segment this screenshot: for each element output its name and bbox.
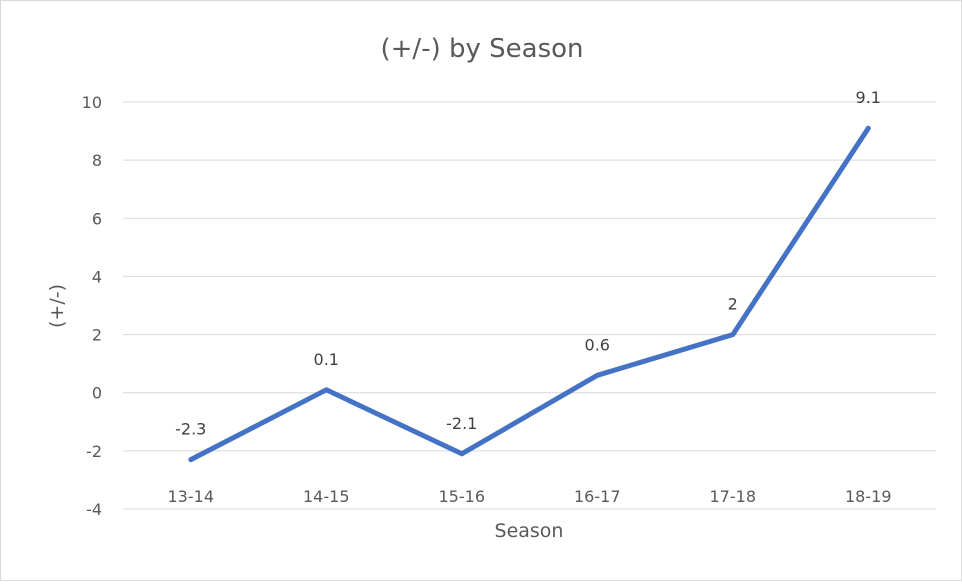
data-label: -2.3	[175, 420, 206, 439]
y-tick-label: 6	[92, 209, 102, 228]
x-axis-ticks: 13-14 14-15 15-16 16-17 17-18 18-19	[168, 487, 892, 506]
data-label: -2.1	[446, 414, 477, 433]
x-tick-label: 17-18	[710, 487, 757, 506]
data-labels: -2.3 0.1 -2.1 0.6 2 9.1	[175, 88, 881, 438]
y-tick-label: 8	[92, 151, 102, 170]
y-tick-label: -2	[86, 442, 102, 461]
x-tick-label: 14-15	[303, 487, 350, 506]
y-tick-label: 2	[92, 326, 102, 345]
data-label: 0.6	[585, 335, 610, 354]
series-layer	[188, 125, 871, 463]
y-tick-label: 4	[92, 267, 102, 286]
x-tick-label: 15-16	[439, 487, 486, 506]
chart-title: (+/-) by Season	[381, 34, 584, 64]
y-tick-label: 10	[82, 93, 102, 112]
y-axis-ticks: 10 8 6 4 2 0 -2 -4	[82, 93, 102, 519]
data-label: 0.1	[314, 350, 339, 369]
x-tick-label: 13-14	[168, 487, 215, 506]
x-axis-title: Season	[495, 520, 564, 542]
x-tick-label: 16-17	[574, 487, 621, 506]
y-tick-label: -4	[86, 500, 102, 519]
x-tick-label: 18-19	[845, 487, 892, 506]
data-label: 2	[728, 295, 738, 314]
gridlines	[123, 101, 936, 510]
y-tick-label: 0	[92, 384, 102, 403]
y-axis-title: (+/-)	[46, 284, 68, 328]
data-label: 9.1	[856, 88, 881, 107]
series-line	[188, 125, 871, 463]
